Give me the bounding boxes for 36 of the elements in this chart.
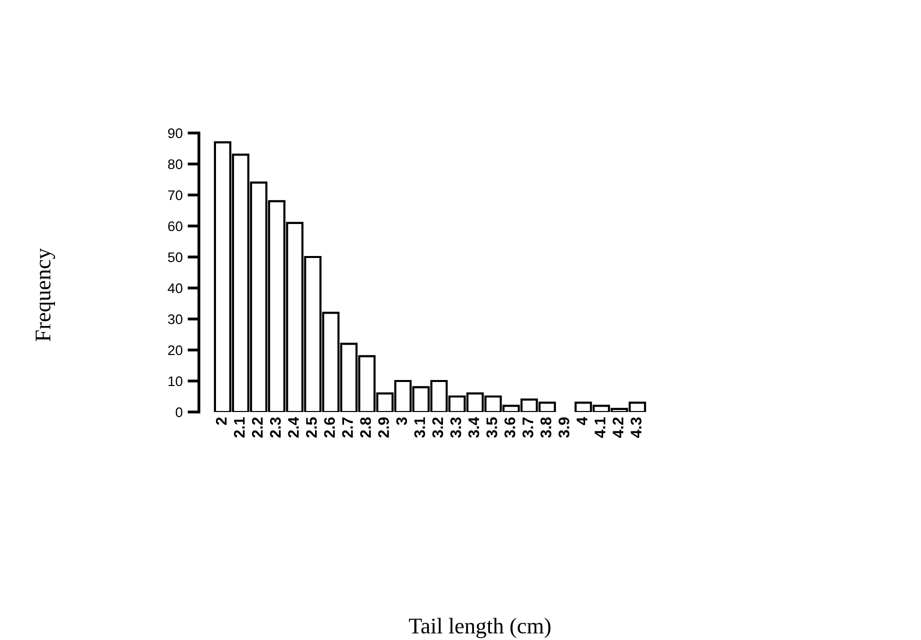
x-tick-label: 3.4 bbox=[468, 416, 480, 438]
y-tick-label: 20 bbox=[168, 345, 182, 356]
x-tick-label: 2.2 bbox=[252, 417, 263, 438]
y-tick-label: 50 bbox=[168, 252, 182, 262]
x-tick-label: 3.8 bbox=[540, 417, 552, 438]
x-tick-label: 4 bbox=[576, 416, 588, 426]
x-tick-label: 3.7 bbox=[522, 418, 534, 438]
y-tick-label: 90 bbox=[168, 128, 182, 138]
y-tick-label: 10 bbox=[168, 376, 182, 386]
x-tick-label: 3 bbox=[396, 417, 408, 426]
x-tick-label: 3.9 bbox=[558, 417, 570, 438]
x-tick-label: 4.1 bbox=[594, 417, 606, 438]
x-tick-label: 3.5 bbox=[486, 417, 498, 438]
x-tick-label: 3.6 bbox=[504, 417, 516, 438]
y-tick-label: 40 bbox=[168, 283, 182, 294]
x-tick-label: 3.3 bbox=[450, 417, 462, 438]
x-tick-label: 4.2 bbox=[612, 417, 624, 438]
y-tick-label: 60 bbox=[168, 221, 182, 232]
y-tick-label: 30 bbox=[168, 314, 182, 324]
x-tick-label: 2.1 bbox=[234, 417, 245, 438]
x-tick-label: 2 bbox=[216, 417, 227, 425]
y-tick-label: 0 bbox=[176, 407, 182, 418]
text: Tail length (cm) bbox=[408, 618, 550, 638]
x-tick-label: 4.3 bbox=[630, 417, 642, 438]
x-tick-label: 3.1 bbox=[414, 417, 426, 438]
y-tick-label: 80 bbox=[168, 159, 182, 170]
x-tick-label: 3.2 bbox=[432, 417, 444, 438]
x-tick-label: 2.3 bbox=[270, 417, 281, 438]
x-tick-label: 2.4 bbox=[288, 416, 299, 438]
x-tick-label: 2.9 bbox=[378, 417, 390, 438]
x-tick-label: 2.6 bbox=[324, 417, 335, 438]
x-tick-label: 2.8 bbox=[360, 417, 371, 438]
x-tick-label: 2.7 bbox=[342, 418, 353, 438]
y-tick-label: 70 bbox=[168, 190, 182, 200]
x-tick-label: 2.5 bbox=[306, 417, 317, 438]
text: Frequency bbox=[36, 248, 56, 342]
